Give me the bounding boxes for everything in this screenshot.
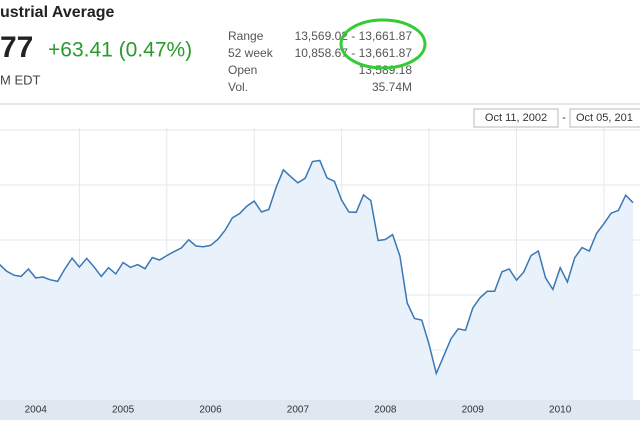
plot	[0, 128, 634, 400]
stat-label: Vol.	[228, 80, 248, 94]
stat-label: 52 week	[228, 46, 274, 60]
x-tick-label: 2005	[112, 405, 135, 416]
stat-label: Range	[228, 29, 264, 43]
x-tick-label: 2008	[374, 405, 397, 416]
x-tick-label: 2004	[25, 405, 48, 416]
price-change: +63.41 (0.47%)	[48, 39, 192, 62]
x-axis-strip	[0, 400, 640, 420]
stat-value: 10,858.67 - 13,661.87	[295, 46, 413, 60]
x-axis: 2004 2005 2006 2007 2008 2009 2010	[25, 405, 572, 416]
x-tick-label: 2007	[287, 405, 310, 416]
date-separator: -	[562, 112, 566, 124]
start-date-box[interactable]	[473, 108, 559, 128]
end-date: Oct 05, 201	[576, 112, 633, 124]
price: 77	[0, 31, 33, 64]
start-date: Oct 11, 2002	[485, 112, 547, 124]
x-tick-label: 2010	[549, 405, 572, 416]
x-tick-label: 2009	[462, 405, 485, 416]
stat-label: Open	[228, 63, 257, 77]
end-date-box[interactable]	[569, 108, 640, 128]
stats: Range 13,569.02 - 13,661.87 52 week 10,8…	[228, 29, 412, 94]
quote-time: M EDT	[0, 72, 41, 87]
stat-value: 35.74M	[372, 80, 412, 94]
index-title: ustrial Average	[0, 4, 115, 21]
highlight-circle	[339, 18, 427, 70]
area	[0, 160, 633, 400]
line	[0, 159, 634, 376]
x-tick-label: 2006	[199, 405, 222, 416]
stat-value: 13,569.02 - 13,661.87	[295, 29, 413, 43]
